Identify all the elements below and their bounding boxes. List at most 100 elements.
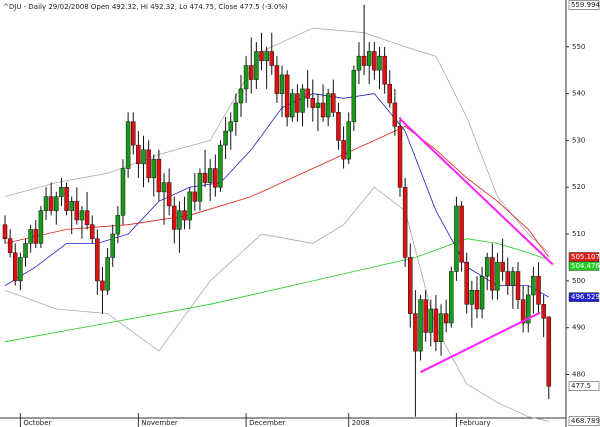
x-tick-label: October xyxy=(23,419,51,427)
y-tick-label: 500 xyxy=(572,277,585,285)
candle-body xyxy=(151,158,157,179)
candle-body xyxy=(213,168,218,188)
candle-body xyxy=(33,229,39,244)
candle-body xyxy=(146,149,151,179)
candle-body xyxy=(13,252,18,282)
candle-body xyxy=(79,210,85,221)
price-label: 559.994 xyxy=(571,1,600,9)
candle-body xyxy=(490,257,495,291)
candle-body xyxy=(454,205,459,272)
price-label: 496.529 xyxy=(571,293,600,301)
candle-body xyxy=(520,299,526,324)
candle-body xyxy=(433,308,439,342)
candle-body xyxy=(397,126,403,188)
candle-body xyxy=(531,275,536,296)
candle-body xyxy=(23,243,28,258)
candle-body xyxy=(469,289,475,305)
candle-body xyxy=(305,88,310,99)
candle-body xyxy=(166,182,172,207)
indicator-line xyxy=(4,27,550,254)
candle-body xyxy=(197,172,203,202)
candle-body xyxy=(264,51,269,62)
candle-body xyxy=(315,102,321,108)
candle-body xyxy=(248,65,254,80)
candle-body xyxy=(366,51,372,66)
label-box xyxy=(568,0,600,10)
price-label: 505.107 xyxy=(571,253,600,261)
candle-body xyxy=(484,257,490,277)
candle-body xyxy=(438,313,444,342)
candle-body xyxy=(361,55,367,66)
candle-body xyxy=(413,313,418,352)
candle-body xyxy=(182,210,187,221)
candle-body xyxy=(192,191,198,202)
candle-body xyxy=(449,271,454,324)
label-box xyxy=(568,416,600,426)
candle-body xyxy=(95,238,100,282)
y-tick-label: 530 xyxy=(572,136,585,144)
y-tick-label: 510 xyxy=(572,230,585,238)
candle-body xyxy=(510,271,516,286)
candle-body xyxy=(515,271,521,300)
candle-body xyxy=(500,261,505,272)
candle-body xyxy=(408,257,413,314)
y-tick-label: 490 xyxy=(572,324,585,332)
candle-body xyxy=(207,168,213,183)
indicator-line xyxy=(4,238,549,343)
candle-body xyxy=(300,88,305,113)
candle-body xyxy=(546,316,552,387)
indicator-line xyxy=(4,125,550,258)
label-box xyxy=(568,292,600,302)
candle-body xyxy=(223,130,228,146)
candle-body xyxy=(387,83,392,104)
candle-body xyxy=(428,308,434,333)
price-label: 504.476 xyxy=(571,262,600,270)
candle-body xyxy=(536,275,541,305)
x-tick-label: 2008 xyxy=(352,419,370,427)
candle-body xyxy=(84,210,90,225)
candle-body xyxy=(279,74,285,94)
candle-body xyxy=(290,93,295,118)
chart-title: ^DJU - Daily 29/02/2008 Open 492.32, Hi … xyxy=(3,3,288,11)
candle-body xyxy=(423,299,428,333)
candle-body xyxy=(7,238,13,254)
candle-body xyxy=(64,186,69,211)
candle-body xyxy=(187,191,192,221)
candle-body xyxy=(392,102,398,127)
candle-body xyxy=(125,121,131,169)
candle-body xyxy=(259,51,264,62)
candle-body xyxy=(351,69,357,122)
candle-body xyxy=(341,140,346,160)
candle-body xyxy=(233,102,239,122)
candle-body xyxy=(505,271,510,286)
y-tick-label: 550 xyxy=(572,43,585,51)
candle-body xyxy=(38,210,44,244)
price-label: 477.5 xyxy=(571,382,591,390)
candle-body xyxy=(202,172,208,183)
candle-body xyxy=(141,149,146,165)
candle-body xyxy=(346,121,351,160)
candle-body xyxy=(105,257,110,291)
candle-body xyxy=(74,201,80,221)
candle-body xyxy=(459,205,464,263)
candle-body xyxy=(325,93,331,118)
candle-body xyxy=(243,65,249,90)
candle-body xyxy=(89,224,95,239)
candle-body xyxy=(110,233,115,258)
candle-body xyxy=(2,224,8,239)
candle-body xyxy=(331,93,336,113)
x-tick-label: February xyxy=(459,419,490,427)
candle-body xyxy=(464,261,469,305)
candle-body xyxy=(295,93,300,113)
candle-body xyxy=(479,275,485,310)
label-box xyxy=(568,381,600,391)
candle-body xyxy=(443,313,449,324)
candle-body xyxy=(28,229,33,244)
candle-body xyxy=(69,201,74,211)
candle-body xyxy=(120,168,126,216)
candle-body xyxy=(310,98,316,108)
candle-body xyxy=(238,88,244,104)
